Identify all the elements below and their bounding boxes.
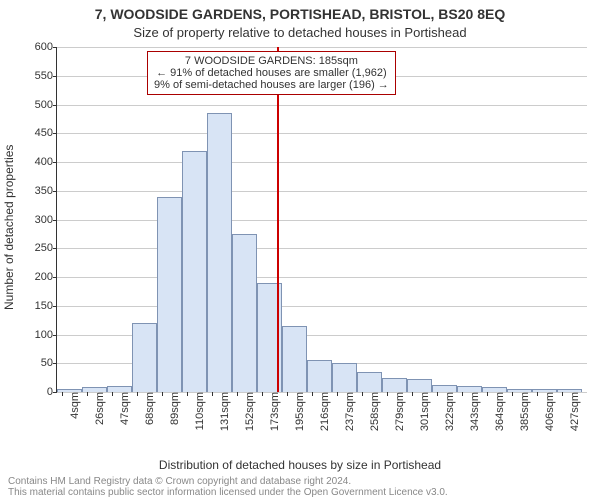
xtick-mark: [437, 392, 438, 396]
annot-line-1: 7 WOODSIDE GARDENS: 185sqm: [185, 55, 358, 67]
reference-line: [277, 47, 279, 392]
ytick-label: 50: [41, 357, 57, 369]
xtick-label: 237sqm: [340, 392, 356, 431]
ytick-label: 600: [35, 41, 57, 53]
gridline: [57, 277, 587, 278]
xtick-mark: [87, 392, 88, 396]
xtick-label: 4sqm: [65, 392, 81, 419]
xtick-label: 152sqm: [240, 392, 256, 431]
gridline: [57, 220, 587, 221]
annot-line-3: 9% of semi-detached houses are larger (1…: [154, 79, 389, 91]
xtick-mark: [487, 392, 488, 396]
xtick-mark: [537, 392, 538, 396]
histogram-bar: [207, 113, 232, 392]
xtick-mark: [112, 392, 113, 396]
annotation-box: 7 WOODSIDE GARDENS: 185sqm← 91% of detac…: [147, 51, 396, 95]
histogram-bar: [157, 197, 182, 393]
histogram-bar: [332, 363, 357, 392]
ytick-label: 400: [35, 156, 57, 168]
annot-line-2: ← 91% of detached houses are smaller (1,…: [156, 67, 387, 79]
xtick-label: 195sqm: [290, 392, 306, 431]
xtick-label: 131sqm: [215, 392, 231, 431]
xtick-label: 216sqm: [315, 392, 331, 431]
xtick-mark: [162, 392, 163, 396]
histogram-bar: [357, 372, 382, 392]
gridline: [57, 191, 587, 192]
histogram-bar: [282, 326, 307, 392]
plot-area: 0501001502002503003504004505005506004sqm…: [56, 47, 587, 393]
histogram-bar: [307, 360, 332, 392]
xtick-label: 406sqm: [540, 392, 556, 431]
xtick-mark: [187, 392, 188, 396]
y-axis-label: Number of detached properties: [2, 144, 16, 309]
xtick-label: 301sqm: [415, 392, 431, 431]
xtick-label: 343sqm: [465, 392, 481, 431]
xtick-mark: [362, 392, 363, 396]
ytick-label: 150: [35, 300, 57, 312]
xtick-label: 385sqm: [515, 392, 531, 431]
xtick-mark: [62, 392, 63, 396]
xtick-mark: [287, 392, 288, 396]
xtick-label: 110sqm: [190, 392, 206, 430]
ytick-label: 450: [35, 127, 57, 139]
gridline: [57, 105, 587, 106]
xtick-mark: [412, 392, 413, 396]
ytick-label: 550: [35, 70, 57, 82]
credit-line-2: This material contains public sector inf…: [8, 487, 448, 498]
xtick-label: 47sqm: [115, 392, 131, 425]
xtick-mark: [262, 392, 263, 396]
xtick-label: 322sqm: [440, 392, 456, 431]
ytick-label: 200: [35, 271, 57, 283]
histogram-bar: [182, 151, 207, 393]
xtick-label: 68sqm: [140, 392, 156, 425]
xtick-mark: [237, 392, 238, 396]
histogram-bar: [432, 385, 457, 392]
xtick-mark: [212, 392, 213, 396]
ytick-label: 100: [35, 329, 57, 341]
histogram-bar: [232, 234, 257, 392]
gridline: [57, 162, 587, 163]
gridline: [57, 248, 587, 249]
histogram-bar: [382, 378, 407, 392]
xtick-mark: [312, 392, 313, 396]
xtick-label: 26sqm: [90, 392, 106, 425]
ytick-label: 500: [35, 99, 57, 111]
ytick-label: 300: [35, 214, 57, 226]
histogram-bar: [407, 379, 432, 392]
histogram-bar: [132, 323, 157, 392]
xtick-mark: [512, 392, 513, 396]
gridline: [57, 47, 587, 48]
gridline: [57, 306, 587, 307]
xtick-label: 427sqm: [565, 392, 581, 431]
chart-subtitle: Size of property relative to detached ho…: [0, 25, 600, 40]
ytick-label: 350: [35, 185, 57, 197]
xtick-mark: [387, 392, 388, 396]
xtick-label: 89sqm: [165, 392, 181, 425]
xtick-mark: [462, 392, 463, 396]
xtick-label: 173sqm: [265, 392, 281, 431]
ytick-label: 250: [35, 242, 57, 254]
xtick-label: 364sqm: [490, 392, 506, 431]
x-axis-label: Distribution of detached houses by size …: [0, 458, 600, 472]
gridline: [57, 133, 587, 134]
xtick-mark: [337, 392, 338, 396]
credit-text: Contains HM Land Registry data © Crown c…: [8, 476, 592, 498]
credit-line-1: Contains HM Land Registry data © Crown c…: [8, 476, 351, 487]
ytick-label: 0: [47, 386, 57, 398]
xtick-label: 258sqm: [365, 392, 381, 431]
chart-title: 7, WOODSIDE GARDENS, PORTISHEAD, BRISTOL…: [0, 6, 600, 22]
xtick-label: 279sqm: [390, 392, 406, 431]
chart-container: { "title": "7, WOODSIDE GARDENS, PORTISH…: [0, 0, 600, 500]
xtick-mark: [137, 392, 138, 396]
xtick-mark: [562, 392, 563, 396]
